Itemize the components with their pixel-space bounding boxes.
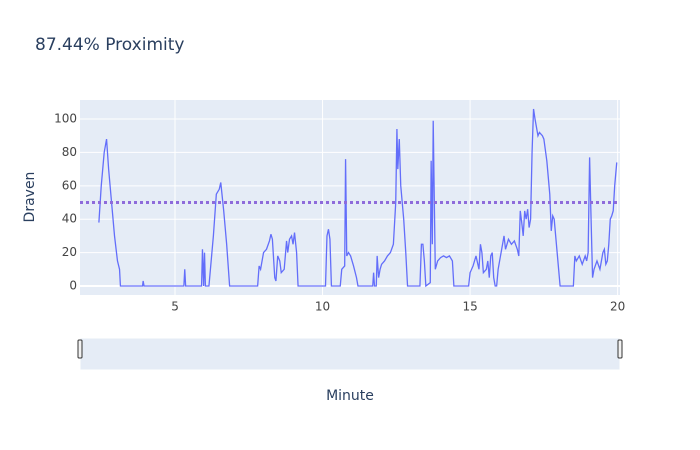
range-slider [79, 337, 621, 371]
data-line [98, 108, 618, 288]
y-tick-label: 80 [62, 145, 77, 159]
plot-area [80, 100, 620, 295]
slider-handle [617, 339, 623, 359]
slider-handle [77, 339, 83, 359]
x-tick-label: 15 [462, 300, 477, 314]
x-axis-title: Minute [326, 388, 374, 404]
x-tick-label: 10 [315, 300, 330, 314]
y-tick-label: 60 [62, 178, 77, 192]
y-tick-label: 100 [54, 112, 77, 126]
y-tick-label: 40 [62, 212, 77, 226]
x-tick-label: 5 [171, 300, 179, 314]
y-tick-label: 20 [62, 245, 77, 259]
chart-title: 87.44% Proximity [35, 35, 184, 55]
y-tick-label: 0 [69, 278, 77, 292]
x-tick-label: 20 [610, 300, 625, 314]
y-axis-title: Draven [22, 172, 38, 223]
